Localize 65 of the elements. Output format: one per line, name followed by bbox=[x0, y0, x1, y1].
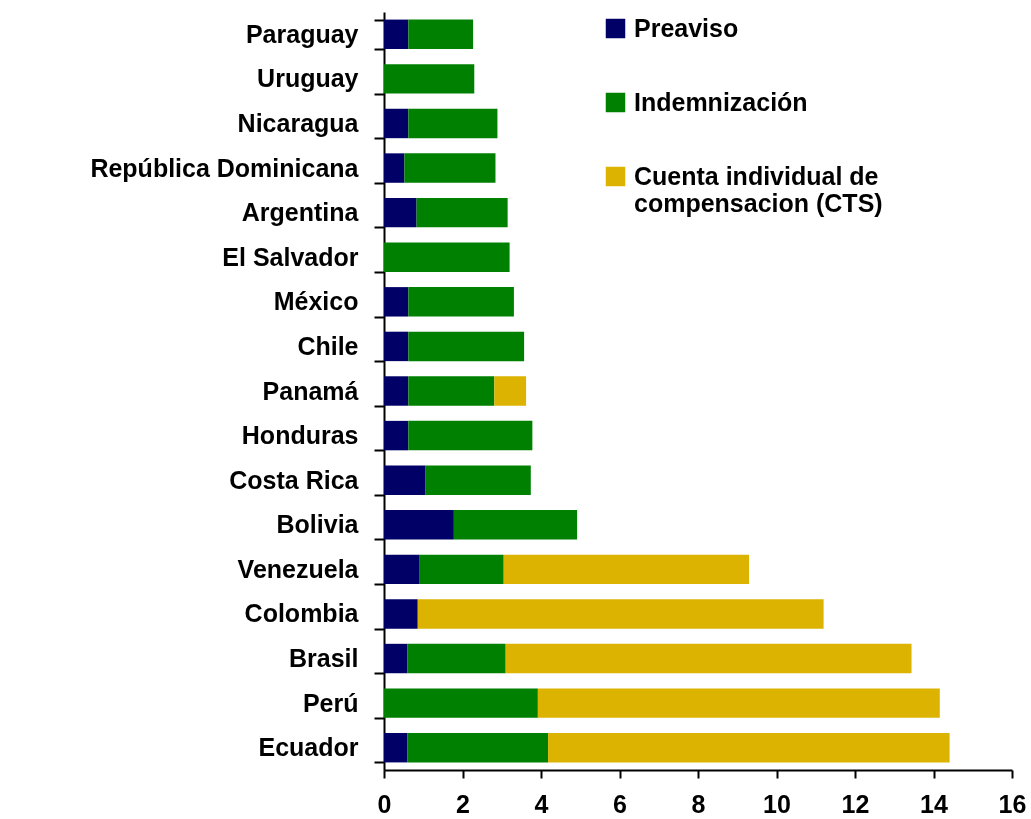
y-tick-label: Brasil bbox=[289, 644, 359, 673]
bar bbox=[494, 376, 527, 406]
y-tick-label: Venezuela bbox=[237, 554, 360, 583]
bar bbox=[384, 732, 408, 763]
x-tick-label: 2 bbox=[456, 789, 470, 818]
bar bbox=[548, 732, 950, 763]
x-tick-label: 10 bbox=[763, 789, 791, 818]
y-tick-label: El Salvador bbox=[222, 242, 359, 271]
x-tick-label: 0 bbox=[377, 789, 392, 818]
bar bbox=[417, 599, 824, 629]
bar bbox=[384, 510, 454, 540]
bar bbox=[407, 643, 506, 674]
bar bbox=[384, 197, 417, 228]
bar bbox=[408, 108, 498, 139]
x-tick-label: 16 bbox=[998, 789, 1027, 818]
x-tick-label: 4 bbox=[534, 789, 549, 818]
y-tick-label: Bolivia bbox=[276, 510, 360, 539]
bar bbox=[503, 554, 750, 585]
x-tick-label: 6 bbox=[613, 789, 627, 818]
y-tick-label: Nicaragua bbox=[237, 108, 360, 137]
legend-label: Cuenta individual de compensacion (CTS) bbox=[634, 161, 883, 217]
bar bbox=[408, 376, 495, 406]
bar bbox=[416, 197, 508, 228]
y-tick-label: Colombia bbox=[244, 599, 360, 628]
bar bbox=[384, 554, 420, 585]
bar bbox=[384, 599, 418, 629]
bar bbox=[384, 153, 405, 183]
bar bbox=[407, 732, 549, 763]
bar bbox=[384, 376, 409, 406]
bar bbox=[384, 688, 538, 718]
bar bbox=[384, 331, 409, 362]
y-tick-label: Uruguay bbox=[257, 64, 359, 93]
bar bbox=[505, 643, 912, 674]
bar bbox=[384, 420, 409, 451]
y-tick-label: Perú bbox=[302, 688, 359, 717]
y-tick-label: Panamá bbox=[262, 376, 359, 405]
bar bbox=[453, 510, 578, 540]
bar bbox=[384, 108, 409, 139]
bar bbox=[408, 19, 474, 50]
bar bbox=[384, 242, 510, 272]
y-tick-label: Honduras bbox=[241, 421, 359, 450]
bar bbox=[408, 287, 514, 317]
y-tick-label: Ecuador bbox=[258, 733, 359, 762]
y-tick-label: Costa Rica bbox=[229, 465, 360, 494]
bar bbox=[384, 643, 408, 674]
x-tick-label: 8 bbox=[691, 789, 706, 818]
legend-label: Indemnización bbox=[634, 87, 808, 116]
bar bbox=[384, 287, 409, 317]
bar bbox=[384, 64, 475, 94]
y-tick-label: Argentina bbox=[241, 198, 360, 227]
y-tick-label: República Dominicana bbox=[90, 153, 360, 182]
bar bbox=[408, 420, 533, 451]
x-tick-label: 12 bbox=[841, 789, 870, 818]
legend-label: Preaviso bbox=[634, 13, 739, 42]
bar bbox=[408, 331, 525, 362]
y-tick-label: Paraguay bbox=[245, 19, 359, 48]
y-tick-label: México bbox=[273, 287, 359, 316]
bar bbox=[384, 19, 409, 50]
bar bbox=[537, 688, 940, 718]
bar bbox=[419, 554, 504, 585]
bar bbox=[404, 153, 496, 183]
y-tick-label: Chile bbox=[297, 331, 359, 360]
bar bbox=[384, 465, 426, 495]
x-tick-label: 14 bbox=[920, 789, 948, 818]
bar bbox=[425, 465, 531, 495]
